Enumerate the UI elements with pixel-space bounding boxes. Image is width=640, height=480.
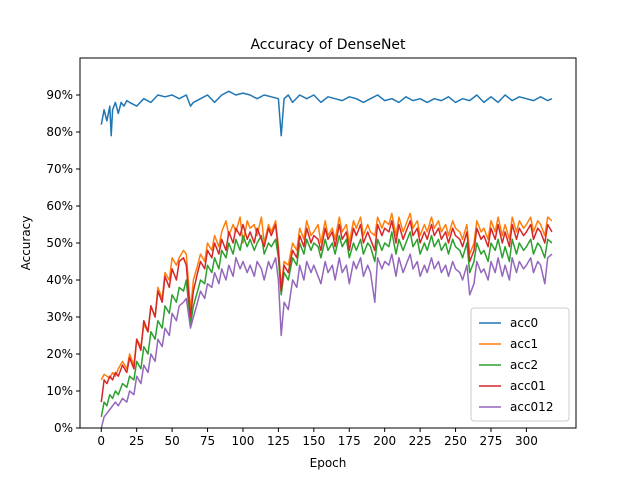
x-axis-title: Epoch (310, 456, 347, 470)
legend: acc0 acc1 acc2 acc01 acc012 (470, 307, 570, 422)
y-tick-label: 10% (46, 384, 73, 398)
legend-label-acc2: acc2 (510, 358, 538, 372)
series-line-acc01 (100, 220, 553, 403)
legend-box (470, 307, 570, 422)
series-layer (100, 90, 553, 429)
y-tick-label: 40% (46, 273, 73, 287)
legend-label-acc01: acc01 (510, 379, 546, 393)
y-axis-ticks: 0% 10% 20% 30% 40% 50% 60% 70% 80% 90% (46, 88, 80, 435)
y-tick-label: 70% (46, 162, 73, 176)
x-tick-label: 0 (97, 434, 105, 448)
x-tick-label: 200 (373, 434, 396, 448)
x-tick-label: 150 (302, 434, 325, 448)
series-line-acc012 (100, 253, 553, 429)
x-tick-label: 125 (267, 434, 290, 448)
legend-label-acc1: acc1 (510, 337, 538, 351)
x-tick-label: 50 (164, 434, 179, 448)
y-tick-label: 60% (46, 199, 73, 213)
series-line-acc1 (100, 212, 553, 381)
y-tick-label: 20% (46, 347, 73, 361)
legend-label-acc012: acc012 (510, 400, 553, 414)
x-tick-label: 275 (480, 434, 503, 448)
x-tick-label: 300 (515, 434, 538, 448)
x-tick-label: 100 (232, 434, 255, 448)
y-tick-label: 90% (46, 88, 73, 102)
plot-frame (79, 57, 577, 429)
y-tick-label: 50% (46, 236, 73, 250)
x-axis-ticks: 0 25 50 75 100 125 150 175 200 225 250 275 300 (97, 428, 538, 448)
x-tick-label: 175 (338, 434, 361, 448)
series-line-acc0 (100, 90, 553, 137)
y-tick-label: 30% (46, 310, 73, 324)
x-tick-label: 225 (409, 434, 432, 448)
x-tick-label: 75 (200, 434, 215, 448)
legend-label-acc0: acc0 (510, 316, 538, 330)
x-tick-label: 250 (444, 434, 467, 448)
y-tick-label: 0% (54, 421, 73, 435)
chart-title: Accuracy of DenseNet (250, 37, 406, 53)
series-line-acc2 (100, 231, 553, 418)
y-axis-title: Accuracy (19, 216, 33, 271)
y-tick-label: 80% (46, 125, 73, 139)
x-tick-label: 25 (129, 434, 144, 448)
